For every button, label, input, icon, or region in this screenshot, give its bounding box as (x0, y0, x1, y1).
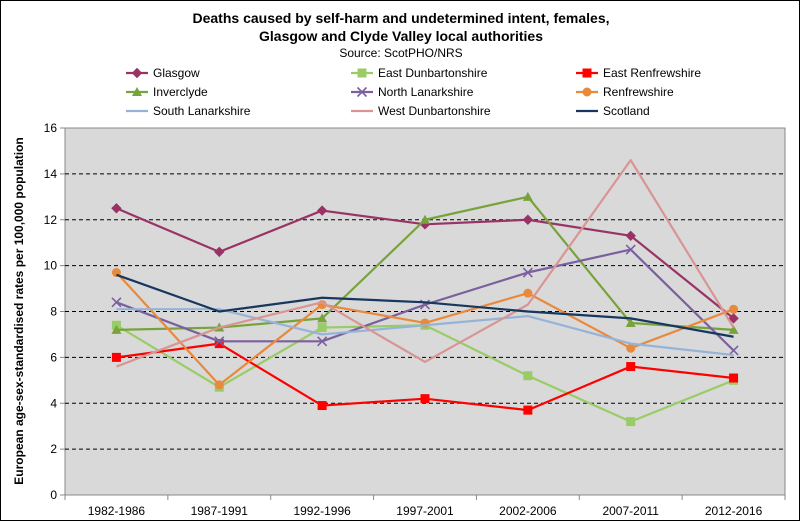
data-point-north-lanarkshire (317, 336, 328, 347)
data-point-north-lanarkshire (625, 244, 636, 255)
x-tick-label: 2007-2011 (602, 504, 659, 518)
data-point-renfrewshire (729, 304, 739, 314)
legend-item-north-lanarkshire: North Lanarkshire (351, 85, 474, 99)
series-line-west-dunbartonshire (116, 159, 735, 368)
series-line-scotland (116, 273, 734, 338)
series-south-lanarkshire (116, 308, 734, 357)
legend-item-scotland: Scotland (576, 104, 650, 118)
y-tick-label: 0 (50, 488, 57, 502)
data-point-north-lanarkshire (214, 336, 225, 347)
legend-item-renfrewshire: Renfrewshire (576, 85, 674, 99)
y-tick-label: 4 (50, 396, 57, 410)
series-line-south-lanarkshire (116, 308, 734, 357)
chart-title-line-2: Glasgow and Clyde Valley local authoriti… (259, 28, 543, 44)
data-point-east-renfrewshire (523, 405, 533, 415)
data-point-east-renfrewshire (317, 401, 327, 411)
legend-item-east-dunbartonshire: East Dunbartonshire (351, 66, 488, 80)
legend-marker (132, 87, 142, 96)
data-point-inverclyde (420, 214, 430, 224)
y-axis-title: European age-sex-standardised rates per … (12, 137, 26, 484)
legend-label: North Lanarkshire (378, 85, 474, 99)
data-point-renfrewshire (626, 343, 636, 353)
y-tick-label: 6 (50, 350, 57, 364)
y-tick-label: 14 (44, 167, 58, 181)
x-tick-label: 2002-2006 (499, 504, 557, 518)
data-point-inverclyde (522, 191, 533, 201)
data-point-east-renfrewshire (420, 394, 430, 404)
series-east-renfrewshire (111, 339, 739, 415)
legend-label: East Renfrewshire (603, 66, 701, 80)
y-tick-label: 12 (44, 213, 58, 227)
axes: 0 2 4 6 8 10 12 14 16 1982-1986 1987-1991 1992-1996… (44, 121, 786, 518)
data-point-inverclyde (728, 324, 739, 334)
x-tick-label: 1987-1991 (191, 504, 249, 518)
chart-subtitle: Source: ScotPHO/NRS (339, 46, 462, 60)
data-point-north-lanarkshire (111, 297, 122, 308)
series-renfrewshire (111, 268, 739, 390)
legend-label: East Dunbartonshire (378, 66, 488, 80)
data-point-glasgow (522, 214, 534, 225)
data-point-east-renfrewshire (214, 339, 224, 349)
legend-marker (131, 67, 143, 79)
data-point-east-dunbartonshire (317, 323, 327, 333)
legend-marker (356, 86, 368, 98)
data-point-glasgow (728, 313, 739, 324)
series-north-lanarkshire (111, 244, 739, 356)
data-point-east-renfrewshire (729, 373, 739, 383)
data-point-north-lanarkshire (522, 267, 533, 278)
legend-label: South Lanarkshire (153, 104, 251, 118)
data-point-renfrewshire (214, 380, 224, 390)
y-tick-label: 10 (44, 259, 58, 273)
y-tick-label: 2 (50, 442, 57, 456)
legend-label: Scotland (603, 104, 650, 118)
legend-label: Inverclyde (153, 85, 208, 99)
legend-marker (582, 87, 592, 97)
data-point-east-renfrewshire (111, 352, 121, 362)
legend: Glasgow East Dunbartonshire East Renfrewsh… (126, 66, 701, 118)
y-tick-label: 8 (50, 305, 57, 319)
legend-item-east-renfrewshire: East Renfrewshire (576, 66, 701, 80)
legend-marker (582, 68, 592, 78)
data-point-inverclyde (625, 317, 636, 327)
data-point-renfrewshire (523, 288, 533, 298)
legend-label: Renfrewshire (603, 85, 674, 99)
x-tick-label: 1982-1986 (88, 504, 146, 518)
data-point-north-lanarkshire (728, 345, 739, 356)
data-point-glasgow (111, 203, 122, 214)
data-point-inverclyde (111, 324, 122, 334)
data-point-glasgow (214, 246, 225, 258)
legend-item-west-dunbartonshire: West Dunbartonshire (351, 104, 491, 118)
data-point-east-renfrewshire (626, 362, 636, 372)
legend-label: Glasgow (153, 66, 200, 80)
legend-item-south-lanarkshire: South Lanarkshire (126, 104, 251, 118)
series-west-dunbartonshire (116, 159, 735, 368)
series-scotland (116, 273, 734, 338)
series-layer (111, 159, 739, 427)
data-point-glasgow (316, 205, 328, 216)
legend-label: West Dunbartonshire (378, 104, 491, 118)
data-point-east-dunbartonshire (523, 371, 533, 381)
x-tick-label: 1992-1996 (293, 504, 351, 518)
data-point-inverclyde (317, 313, 328, 323)
legend-item-inverclyde: Inverclyde (126, 85, 208, 99)
legend-item-glasgow: Glasgow (126, 66, 200, 80)
x-tick-label: 2012-2016 (705, 504, 763, 518)
data-point-glasgow (625, 230, 636, 242)
data-point-east-dunbartonshire (626, 417, 636, 427)
legend-marker (357, 68, 367, 78)
chart-title-line-1: Deaths caused by self-harm and undetermi… (193, 10, 610, 26)
y-tick-label: 16 (44, 121, 58, 135)
series-glasgow (111, 203, 739, 324)
x-tick-label: 1997-2001 (396, 504, 454, 518)
